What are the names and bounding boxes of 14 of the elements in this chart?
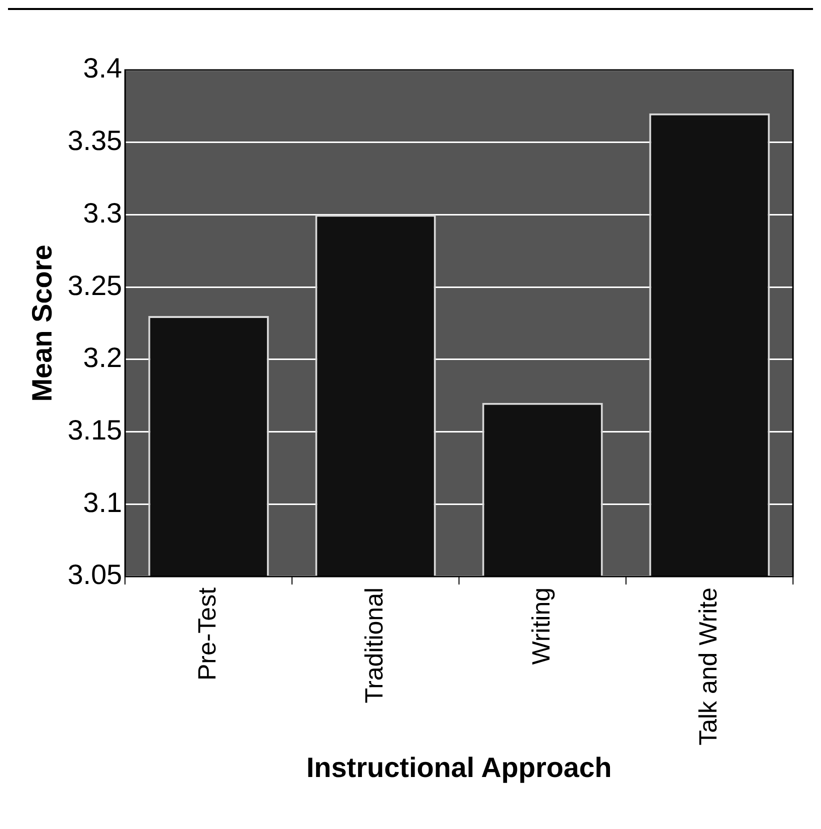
x-axis-title: Instructional Approach [306,752,612,783]
x-tick-label: Traditional [360,587,388,704]
y-tick-label: 3.35 [68,125,122,156]
y-tick-label: 3.15 [68,414,122,446]
x-tick-label: Talk and Write [694,587,722,746]
y-tick-label: 3.25 [68,270,122,301]
x-tick-label: Writing [527,587,556,665]
y-tick-label: 3.4 [83,52,122,84]
y-tick-label: 3.3 [83,197,122,228]
y-tick-label: 3.1 [83,486,122,518]
y-tick-label: 3.05 [68,559,122,590]
y-axis-title: Mean Score [26,244,58,402]
y-tick-label: 3.2 [83,342,122,374]
x-tick-label: Pre-Test [193,587,222,681]
